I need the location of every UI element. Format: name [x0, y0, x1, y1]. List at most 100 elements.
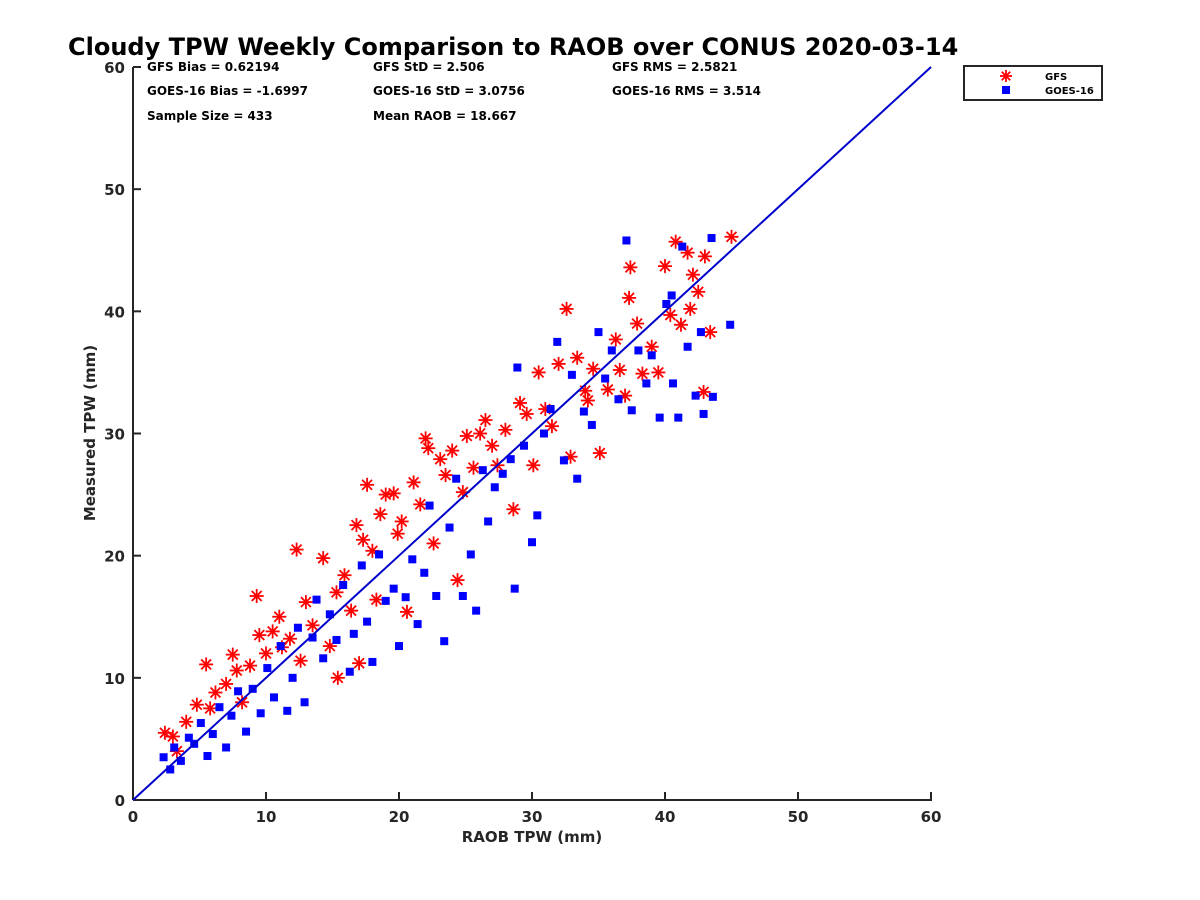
y-tick-label: 50: [104, 181, 125, 199]
goes16-point: [567, 370, 576, 379]
gfs-point: [586, 361, 601, 376]
gfs-point: [691, 284, 706, 299]
x-axis-label: RAOB TPW (mm): [462, 828, 603, 846]
goes16-point: [293, 623, 302, 632]
goes16-point: [655, 413, 664, 422]
stat-text: Mean RAOB = 18.667: [373, 109, 517, 123]
gfs-point: [622, 290, 637, 305]
goes16-point: [445, 523, 454, 532]
gfs-point: [526, 458, 541, 473]
goes16-point: [472, 606, 481, 615]
legend-goes16-marker: [1002, 86, 1010, 94]
goes16-point: [440, 637, 449, 646]
gfs-point: [373, 507, 388, 522]
gfs-point: [506, 502, 521, 517]
plot-area: [157, 229, 739, 774]
gfs-point: [199, 657, 214, 672]
goes16-point: [458, 591, 467, 600]
gfs-point: [544, 419, 559, 434]
goes16-point: [490, 483, 499, 492]
goes16-point: [234, 687, 243, 696]
goes16-point: [614, 395, 623, 404]
gfs-point: [293, 653, 308, 668]
gfs-point: [406, 475, 421, 490]
goes16-point: [227, 711, 236, 720]
gfs-point: [356, 532, 371, 547]
x-tick-label: 20: [389, 808, 410, 826]
gfs-point: [344, 603, 359, 618]
goes16-point: [375, 550, 384, 559]
goes16-point: [401, 593, 410, 602]
goes16-point: [587, 420, 596, 429]
goes16-point: [363, 617, 372, 626]
gfs-point: [282, 631, 297, 646]
gfs-point: [229, 663, 244, 678]
gfs-point: [600, 382, 615, 397]
gfs-point: [352, 656, 367, 671]
goes16-point: [325, 610, 334, 619]
gfs-point: [433, 452, 448, 467]
gfs-point: [724, 229, 739, 244]
goes16-point: [634, 346, 643, 355]
y-ticks: 0 10 20 30 40 50 60: [104, 59, 141, 810]
gfs-point: [252, 628, 267, 643]
goes16-point: [498, 469, 507, 478]
gfs-point: [697, 249, 712, 264]
goes16-point: [184, 733, 193, 742]
goes16-point: [691, 391, 700, 400]
goes16-point: [339, 580, 348, 589]
goes16-point: [510, 584, 519, 593]
goes16-point: [506, 455, 515, 464]
goes16-point: [432, 591, 441, 600]
goes16-point: [395, 642, 403, 651]
gfs-point: [165, 729, 180, 744]
x-tick-label: 50: [788, 808, 809, 826]
goes16-point: [368, 657, 377, 666]
goes16-point: [283, 706, 292, 715]
goes16-point: [413, 620, 422, 629]
gfs-point: [473, 426, 488, 441]
goes16-point: [662, 300, 671, 309]
gfs-point: [305, 618, 320, 633]
legend-label: GFS: [1045, 72, 1067, 83]
gfs-point: [630, 316, 645, 331]
gfs-point: [179, 714, 194, 729]
gfs-point: [478, 413, 493, 428]
goes16-point: [674, 413, 683, 422]
goes16-point: [276, 642, 285, 651]
gfs-point: [685, 267, 700, 282]
goes16-point: [345, 667, 354, 676]
goes16-point: [196, 719, 205, 728]
gfs-point: [592, 446, 607, 461]
gfs-point: [390, 526, 405, 541]
legend: GFS GOES-16: [963, 65, 1103, 101]
y-tick-label: 20: [104, 548, 125, 566]
goes16-point: [528, 538, 536, 547]
goes16-point: [420, 568, 429, 577]
gfs-point: [438, 468, 453, 483]
stat-text: Sample Size = 433: [147, 109, 273, 123]
gfs-point: [386, 486, 401, 501]
goes16-point: [222, 743, 231, 752]
gfs-point: [559, 301, 574, 316]
gfs-point: [485, 438, 500, 453]
goes16-point: [308, 633, 317, 642]
gfs-point: [580, 393, 595, 408]
chart-title: Cloudy TPW Weekly Comparison to RAOB ove…: [68, 33, 958, 61]
gfs-point: [551, 356, 566, 371]
goes16-point: [357, 561, 366, 570]
gfs-point: [608, 332, 623, 347]
goes16-point: [726, 320, 735, 329]
gfs-point: [208, 685, 223, 700]
x-ticks: 0 10 20 30 40 50 60: [128, 792, 941, 826]
legend-box: [963, 65, 1103, 101]
gfs-point: [635, 366, 650, 381]
y-tick-label: 0: [115, 792, 125, 810]
gfs-point: [329, 585, 344, 600]
gfs-point: [272, 609, 287, 624]
gfs-point: [570, 350, 585, 365]
goes16-point: [573, 474, 582, 483]
goes16-point: [594, 328, 603, 337]
stat-text: GFS Bias = 0.62194: [147, 60, 279, 74]
